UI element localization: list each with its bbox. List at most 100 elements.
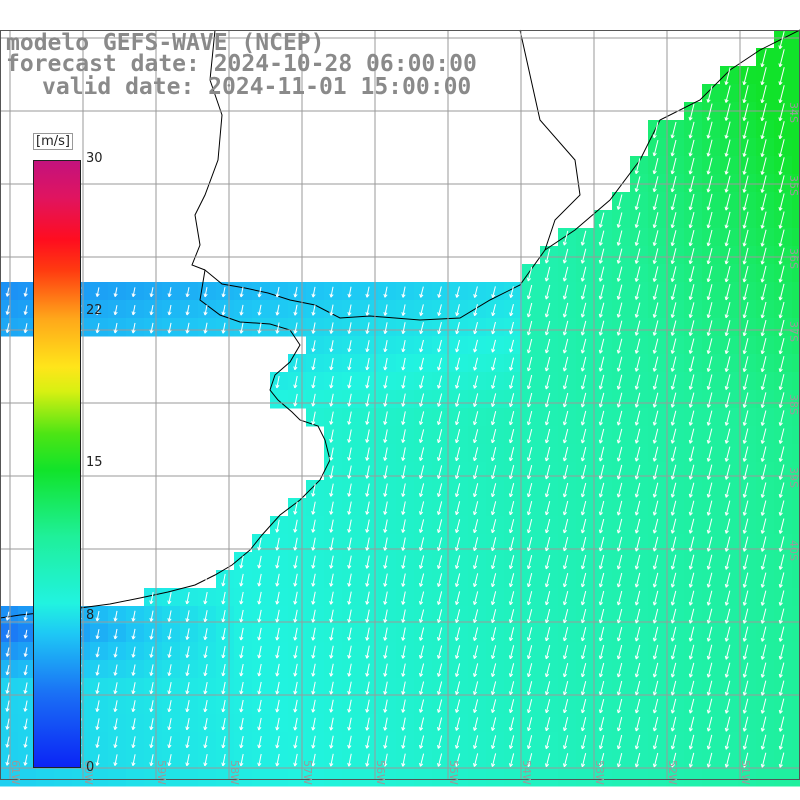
- wind-speed-cell: [288, 678, 307, 697]
- wind-speed-cell: [576, 624, 595, 643]
- wind-arrow: [616, 680, 623, 696]
- wind-arrow: [473, 357, 479, 371]
- wind-arrow: [203, 736, 208, 749]
- wind-speed-cell: [720, 138, 739, 157]
- wind-speed-cell: [738, 192, 757, 211]
- wind-speed-cell: [504, 588, 523, 607]
- wind-speed-cell: [702, 228, 721, 247]
- wind-speed-cell: [18, 768, 37, 787]
- wind-speed-cell: [774, 642, 793, 661]
- wind-arrow: [526, 591, 533, 606]
- wind-speed-cell: [756, 336, 775, 355]
- wind-arrow: [23, 754, 28, 766]
- wind-speed-cell: [774, 48, 793, 67]
- wind-speed-cell: [432, 336, 451, 355]
- wind-speed-cell: [630, 714, 649, 733]
- wind-speed-cell: [594, 282, 613, 301]
- wind-speed-cell: [684, 606, 703, 625]
- lat-lon-grid: [0, 30, 800, 780]
- wind-speed-cell: [684, 678, 703, 697]
- wind-arrow: [634, 500, 641, 516]
- wind-arrow: [113, 305, 118, 316]
- wind-speed-cell: [198, 750, 217, 769]
- wind-speed-cell: [630, 354, 649, 373]
- wind-speed-cell: [324, 732, 343, 751]
- wind-speed-cell: [450, 552, 469, 571]
- wind-arrow: [760, 283, 767, 301]
- wind-arrow: [634, 284, 641, 300]
- wind-arrow: [329, 411, 334, 425]
- wind-speed-cell: [594, 624, 613, 643]
- wind-speed-cell: [558, 354, 577, 373]
- wind-speed-cell: [558, 696, 577, 715]
- wind-speed-cell: [792, 570, 800, 589]
- wind-speed-cell: [558, 498, 577, 517]
- wind-arrow: [562, 266, 569, 282]
- wind-arrow: [526, 663, 533, 678]
- wind-speed-cell: [162, 660, 181, 679]
- wind-speed-cell: [432, 624, 451, 643]
- wind-arrow: [23, 647, 28, 657]
- wind-arrow: [257, 627, 262, 641]
- wind-arrow: [598, 464, 605, 480]
- wind-arrow: [742, 734, 749, 750]
- wind-arrow: [437, 699, 443, 713]
- wind-arrow: [760, 590, 767, 606]
- wind-speed-cell: [684, 642, 703, 661]
- wind-arrow: [724, 121, 731, 139]
- wind-speed-cell: [558, 426, 577, 445]
- wind-arrow: [418, 501, 425, 515]
- wind-speed-cell: [270, 732, 289, 751]
- wind-arrow: [724, 626, 731, 642]
- wind-arrow: [688, 716, 695, 732]
- wind-speed-cell: [558, 642, 577, 661]
- wind-speed-cell: [684, 444, 703, 463]
- wind-arrow: [329, 519, 334, 533]
- wind-speed-cell: [756, 732, 775, 751]
- wind-arrow: [688, 464, 695, 480]
- wind-arrow: [490, 555, 497, 570]
- wind-speed-cell: [720, 300, 739, 319]
- wind-speed-cell: [288, 696, 307, 715]
- wind-arrow: [419, 699, 425, 713]
- wind-speed-cell: [0, 696, 19, 715]
- wind-speed-cell: [504, 426, 523, 445]
- wind-arrow: [203, 591, 208, 605]
- wind-arrow: [221, 717, 226, 731]
- wind-arrow: [634, 644, 641, 660]
- wind-arrow: [634, 428, 641, 444]
- wind-speed-cell: [684, 192, 703, 211]
- wind-speed-cell: [486, 714, 505, 733]
- wind-speed-cell: [162, 750, 181, 769]
- wind-arrow: [778, 85, 785, 104]
- wind-arrow: [401, 465, 406, 479]
- wind-arrow: [706, 482, 713, 498]
- wind-speed-cell: [612, 678, 631, 697]
- wind-arrow: [365, 645, 370, 659]
- wind-speed-cell: [684, 210, 703, 229]
- wind-speed-cell: [576, 642, 595, 661]
- wind-arrow: [490, 681, 497, 695]
- wind-arrow: [742, 229, 749, 247]
- wind-arrow: [257, 753, 262, 767]
- wind-speed-cell: [252, 624, 271, 643]
- wind-speed-cell: [216, 570, 235, 589]
- wind-arrow: [472, 717, 479, 731]
- wind-arrow: [778, 428, 785, 444]
- wind-speed-cell: [180, 624, 199, 643]
- wind-speed-cell: [540, 552, 559, 571]
- wind-arrow: [347, 286, 352, 298]
- wind-speed-cell: [738, 210, 757, 229]
- wind-arrow: [724, 193, 731, 211]
- wind-speed-cell: [576, 606, 595, 625]
- wind-arrow: [760, 211, 767, 229]
- wind-speed-cell: [360, 588, 379, 607]
- wind-speed-cell: [324, 372, 343, 391]
- wind-speed-cell: [738, 642, 757, 661]
- wind-arrow: [418, 429, 425, 443]
- wind-arrow: [742, 211, 749, 229]
- wind-arrow: [293, 393, 298, 407]
- wind-arrow: [149, 682, 154, 695]
- wind-speed-cell: [684, 588, 703, 607]
- wind-arrow: [580, 536, 587, 552]
